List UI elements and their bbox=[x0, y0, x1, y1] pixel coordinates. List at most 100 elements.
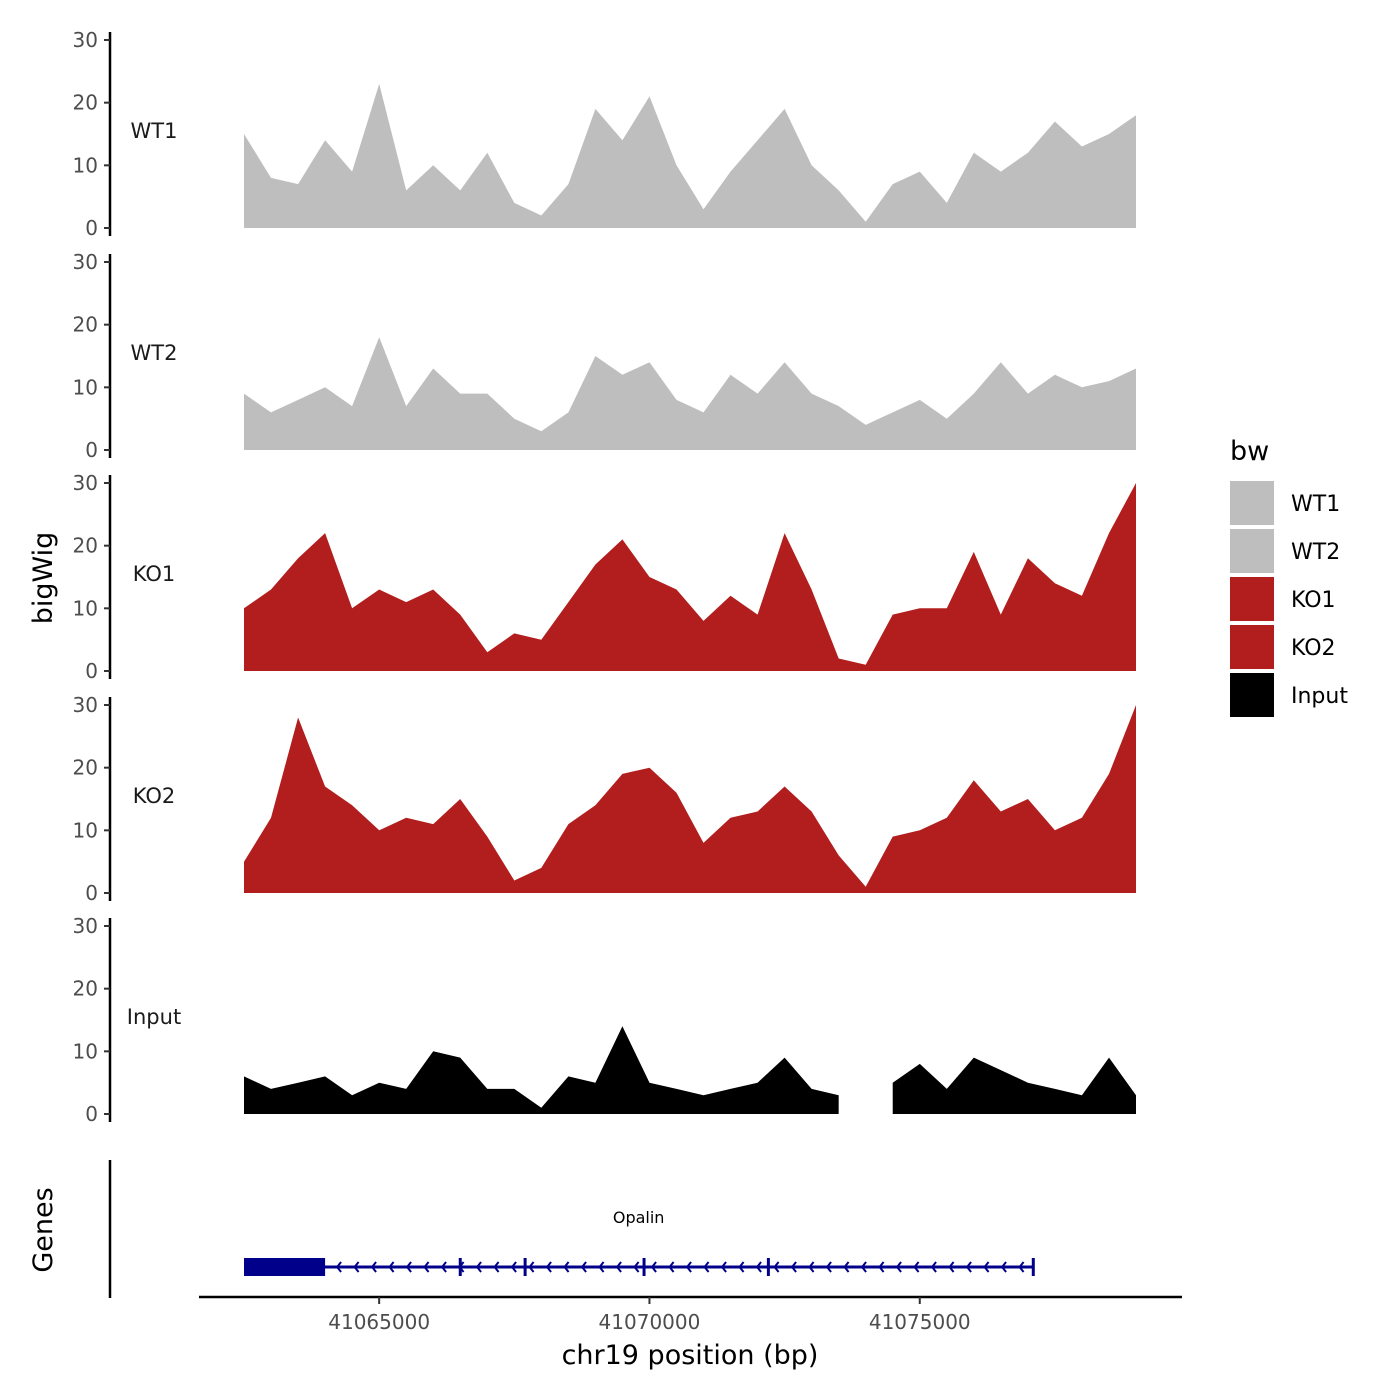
strand-chevron-icon bbox=[493, 1261, 500, 1273]
strand-chevron-icon bbox=[825, 1261, 832, 1273]
strand-chevron-icon bbox=[685, 1261, 692, 1273]
y-tick-label: 0 bbox=[85, 881, 98, 905]
legend: bw WT1 WT2 KO1 KO2 Input bbox=[1230, 436, 1348, 717]
y-tick-label: 20 bbox=[73, 756, 98, 780]
strand-chevron-icon bbox=[948, 1261, 955, 1273]
strand-chevron-icon bbox=[370, 1261, 377, 1273]
strand-chevron-icon bbox=[580, 1261, 587, 1273]
y-tick-label: 10 bbox=[73, 596, 98, 620]
bigwig-tracks: 0 10 20 30 WT1 0 10 20 30 WT2 0 10 20 30 KO1 0 10 20 30 KO2… bbox=[73, 28, 1136, 1126]
strand-chevron-icon bbox=[965, 1261, 972, 1273]
strand-chevron-icon bbox=[738, 1261, 745, 1273]
strand-chevron-icon bbox=[405, 1261, 412, 1273]
area-wt1 bbox=[244, 83, 1136, 229]
strand-chevron-icon bbox=[860, 1261, 867, 1273]
x-axis-title: chr19 position (bp) bbox=[562, 1340, 819, 1371]
legend-key-wt2 bbox=[1230, 529, 1274, 573]
y-tick-label: 30 bbox=[73, 693, 98, 717]
strand-chevron-icon bbox=[930, 1261, 937, 1273]
y-tick-label: 20 bbox=[73, 313, 98, 337]
track-ko1: 0 10 20 30 KO1 bbox=[73, 471, 1136, 683]
strand-chevron-icon bbox=[720, 1261, 727, 1273]
strand-chevron-icon bbox=[475, 1261, 482, 1273]
track-wt1: 0 10 20 30 WT1 bbox=[73, 28, 1136, 240]
strand-chevron-icon bbox=[703, 1261, 710, 1273]
legend-key-ko1 bbox=[1230, 577, 1274, 621]
strand-chevron-icon bbox=[913, 1261, 920, 1273]
strand-chevron-icon bbox=[808, 1261, 815, 1273]
strand-chevron-icon bbox=[335, 1261, 342, 1273]
strand-chevron-icon bbox=[895, 1261, 902, 1273]
area-ko2 bbox=[244, 705, 1136, 893]
y-tick-label: 20 bbox=[73, 534, 98, 558]
genes-axis-title: Genes bbox=[28, 1187, 59, 1272]
x-tick-label: 41070000 bbox=[599, 1310, 701, 1334]
y-axis-title: bigWig bbox=[28, 532, 59, 625]
y-tick-label: 0 bbox=[85, 659, 98, 683]
genes-panel: Opalin bbox=[108, 1160, 1035, 1298]
track-label-input: Input bbox=[127, 1005, 181, 1029]
legend-label-wt2: WT2 bbox=[1291, 540, 1340, 565]
strand-chevron-icon bbox=[598, 1261, 605, 1273]
x-tick-label: 41065000 bbox=[328, 1310, 430, 1334]
y-tick-label: 0 bbox=[85, 1102, 98, 1126]
track-ko2: 0 10 20 30 KO2 bbox=[73, 693, 1136, 905]
gene-opalin: Opalin bbox=[244, 1208, 1035, 1276]
y-tick-label: 30 bbox=[73, 28, 98, 52]
y-tick-label: 0 bbox=[85, 216, 98, 240]
strand-chevron-icon bbox=[668, 1261, 675, 1273]
strand-chevron-icon bbox=[790, 1261, 797, 1273]
legend-key-wt1 bbox=[1230, 481, 1274, 525]
strand-chevron-icon bbox=[388, 1261, 395, 1273]
strand-chevron-icon bbox=[633, 1261, 640, 1273]
x-axis: 41065000 41070000 41075000 bbox=[199, 1295, 1182, 1334]
y-tick-label: 30 bbox=[73, 914, 98, 938]
strand-chevron-icon bbox=[510, 1261, 517, 1273]
strand-chevron-icon bbox=[353, 1261, 360, 1273]
legend-key-input bbox=[1230, 673, 1274, 717]
strand-chevron-icon bbox=[458, 1261, 465, 1273]
strand-chevron-icon bbox=[440, 1261, 447, 1273]
area-input bbox=[892, 1057, 1136, 1114]
strand-chevron-icon bbox=[528, 1261, 535, 1273]
strand-chevron-icon bbox=[878, 1261, 885, 1273]
track-wt2: 0 10 20 30 WT2 bbox=[73, 250, 1136, 462]
area-input bbox=[244, 1026, 839, 1114]
y-tick-label: 30 bbox=[73, 250, 98, 274]
x-tick-label: 41075000 bbox=[869, 1310, 971, 1334]
strand-chevron-icon bbox=[773, 1261, 780, 1273]
track-label-ko1: KO1 bbox=[133, 562, 176, 586]
legend-title: bw bbox=[1230, 436, 1269, 467]
strand-chevron-icon bbox=[1018, 1261, 1025, 1273]
strand-chevron-icon bbox=[1000, 1261, 1007, 1273]
strand-chevron-icon bbox=[755, 1261, 762, 1273]
y-tick-label: 20 bbox=[73, 91, 98, 115]
area-wt2 bbox=[244, 337, 1136, 450]
legend-key-ko2 bbox=[1230, 625, 1274, 669]
legend-label-input: Input bbox=[1291, 684, 1348, 709]
y-tick-label: 30 bbox=[73, 471, 98, 495]
track-input: 0 10 20 30 Input bbox=[73, 914, 1136, 1126]
strand-chevron-icon bbox=[650, 1261, 657, 1273]
area-ko1 bbox=[244, 483, 1136, 671]
y-tick-label: 10 bbox=[73, 375, 98, 399]
track-label-ko2: KO2 bbox=[133, 784, 176, 808]
gene-coding-exon bbox=[244, 1258, 326, 1276]
track-label-wt1: WT1 bbox=[131, 119, 178, 143]
legend-label-ko1: KO1 bbox=[1291, 588, 1336, 613]
strand-chevron-icon bbox=[983, 1261, 990, 1273]
strand-chevron-icon bbox=[615, 1261, 622, 1273]
strand-chevron-icon bbox=[423, 1261, 430, 1273]
y-tick-label: 10 bbox=[73, 818, 98, 842]
strand-chevron-icon bbox=[563, 1261, 570, 1273]
track-label-wt2: WT2 bbox=[131, 341, 178, 365]
y-tick-label: 10 bbox=[73, 1039, 98, 1063]
strand-chevron-icon bbox=[545, 1261, 552, 1273]
y-tick-label: 10 bbox=[73, 153, 98, 177]
y-tick-label: 0 bbox=[85, 438, 98, 462]
legend-label-ko2: KO2 bbox=[1291, 636, 1336, 661]
legend-label-wt1: WT1 bbox=[1291, 492, 1340, 517]
gene-name-label: Opalin bbox=[613, 1208, 665, 1227]
y-tick-label: 20 bbox=[73, 977, 98, 1001]
